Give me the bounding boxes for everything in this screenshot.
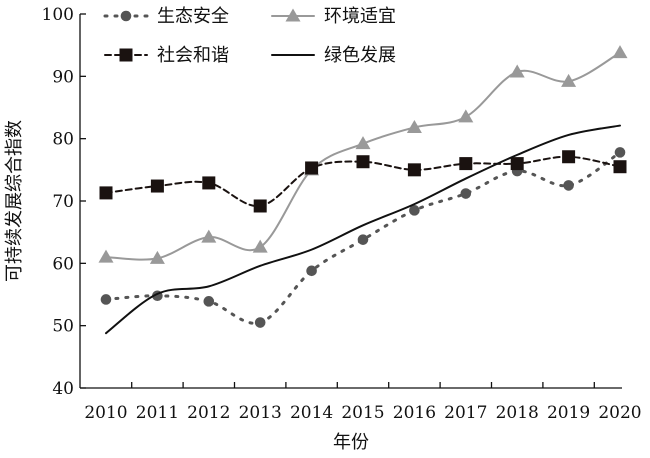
series-group (98, 45, 628, 335)
legend-label-1: 环境适宜 (324, 6, 396, 27)
series-2 (99, 150, 627, 213)
series-1-point-2010 (98, 249, 114, 263)
series-3 (105, 124, 621, 335)
x-tick-label-2013: 2013 (239, 403, 282, 423)
series-0-point-2020 (614, 147, 626, 158)
x-tick-label-2017: 2017 (444, 403, 487, 423)
x-tick-label-2010: 2010 (84, 403, 127, 423)
legend-marker-2 (119, 48, 133, 62)
series-2-point-2013 (253, 199, 267, 213)
series-2-line (105, 155, 621, 207)
series-1-point-2016 (406, 119, 422, 133)
series-1-point-2019 (561, 73, 577, 87)
x-tick-label-2019: 2019 (547, 403, 590, 423)
series-1-point-2015 (355, 136, 371, 150)
series-2-point-2015 (356, 155, 370, 169)
x-tick-label-2016: 2016 (393, 403, 436, 423)
series-2-point-2011 (150, 179, 164, 193)
series-2-point-2012 (202, 176, 216, 190)
series-2-point-2019 (562, 150, 576, 164)
x-axis-title: 年份 (333, 432, 369, 453)
series-0-point-2015 (357, 234, 369, 245)
series-0-point-2014 (306, 265, 317, 277)
series-2-point-2010 (99, 186, 113, 200)
series-0-point-2017 (460, 188, 472, 199)
legend-label-0: 生态安全 (157, 6, 229, 27)
series-1-point-2017 (458, 109, 474, 123)
series-1 (98, 45, 628, 264)
series-2-point-2017 (459, 157, 473, 171)
series-0-point-2012 (203, 296, 215, 307)
y-tick-label-60: 60 (52, 254, 74, 274)
series-1-point-2012 (201, 229, 217, 243)
y-tick-label-80: 80 (52, 130, 74, 150)
series-2-point-2018 (510, 157, 524, 171)
series-0-point-2019 (563, 180, 574, 191)
series-2-point-2016 (407, 163, 421, 177)
x-tick-label-2020: 2020 (598, 403, 641, 423)
legend-label-3: 绿色发展 (324, 45, 396, 66)
series-3-line (105, 124, 621, 335)
legend-label-2: 社会和谐 (157, 45, 229, 66)
y-tick-label-50: 50 (52, 317, 74, 337)
series-1-point-2018 (509, 64, 525, 78)
axes (79, 14, 622, 389)
series-1-point-2020 (612, 45, 628, 59)
y-tick-label-100: 100 (42, 5, 74, 25)
legend-marker-1 (285, 8, 301, 22)
series-2-point-2020 (613, 160, 627, 174)
series-2-point-2014 (305, 161, 319, 175)
series-1-point-2011 (149, 250, 165, 264)
y-tick-label-90: 90 (52, 67, 74, 87)
x-tick-label-2014: 2014 (290, 403, 333, 423)
series-0-line (104, 150, 622, 325)
x-tick-label-2018: 2018 (496, 403, 539, 423)
y-ticks: 40 50 60 70 80 90 100 (42, 5, 86, 399)
y-tick-label-40: 40 (52, 379, 74, 399)
series-0-point-2013 (254, 317, 266, 328)
x-tick-label-2011: 2011 (136, 403, 179, 423)
y-axis-title: 可持续发展综合指数 (4, 120, 25, 282)
legend-marker-0 (120, 10, 132, 22)
x-ticks: 2010 2011 2012 2013 2014 2015 2016 2017 2018 2019… (84, 382, 642, 423)
y-tick-label-70: 70 (52, 192, 74, 212)
series-0-point-2016 (409, 205, 420, 216)
series-1-point-2013 (252, 239, 268, 253)
x-tick-label-2012: 2012 (187, 403, 230, 423)
series-0-point-2010 (100, 294, 112, 305)
series-0 (100, 147, 626, 328)
x-tick-label-2015: 2015 (341, 403, 384, 423)
